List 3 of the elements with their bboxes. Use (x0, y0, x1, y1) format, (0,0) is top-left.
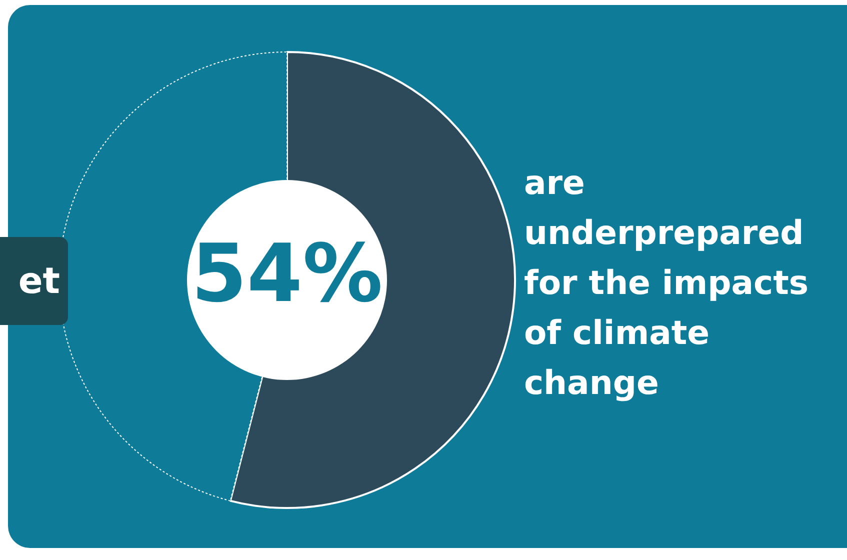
text: et (0, 237, 68, 325)
text: are underprepared for the impacts of climate change (524, 162, 810, 404)
data-label: 54% (191, 226, 383, 320)
